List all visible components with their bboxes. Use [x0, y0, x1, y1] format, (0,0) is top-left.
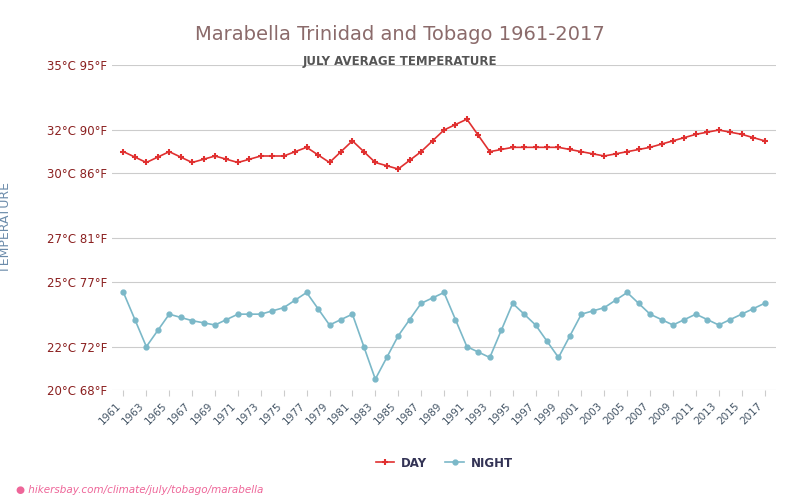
- NIGHT: [405, 316, 414, 322]
- NIGHT: [153, 328, 162, 334]
- DAY: [405, 158, 414, 164]
- NIGHT: [565, 333, 574, 339]
- DAY: [588, 151, 598, 157]
- Text: Marabella Trinidad and Tobago 1961-2017: Marabella Trinidad and Tobago 1961-2017: [195, 25, 605, 44]
- DAY: [290, 148, 300, 154]
- DAY: [153, 154, 162, 160]
- NIGHT: [118, 290, 128, 296]
- Text: ● hikersbay.com/climate/july/tobago/marabella: ● hikersbay.com/climate/july/tobago/mara…: [16, 485, 263, 495]
- DAY: [577, 148, 586, 154]
- DAY: [118, 148, 128, 154]
- NIGHT: [142, 344, 151, 349]
- DAY: [394, 166, 403, 172]
- Y-axis label: TEMPERATURE: TEMPERATURE: [0, 182, 11, 273]
- NIGHT: [577, 311, 586, 317]
- Line: DAY: DAY: [120, 116, 768, 172]
- DAY: [462, 116, 472, 122]
- DAY: [760, 138, 770, 144]
- NIGHT: [290, 297, 300, 303]
- NIGHT: [370, 376, 380, 382]
- Legend: DAY, NIGHT: DAY, NIGHT: [370, 452, 518, 475]
- Line: NIGHT: NIGHT: [121, 290, 767, 382]
- NIGHT: [760, 300, 770, 306]
- Text: JULY AVERAGE TEMPERATURE: JULY AVERAGE TEMPERATURE: [302, 55, 498, 68]
- DAY: [142, 160, 151, 166]
